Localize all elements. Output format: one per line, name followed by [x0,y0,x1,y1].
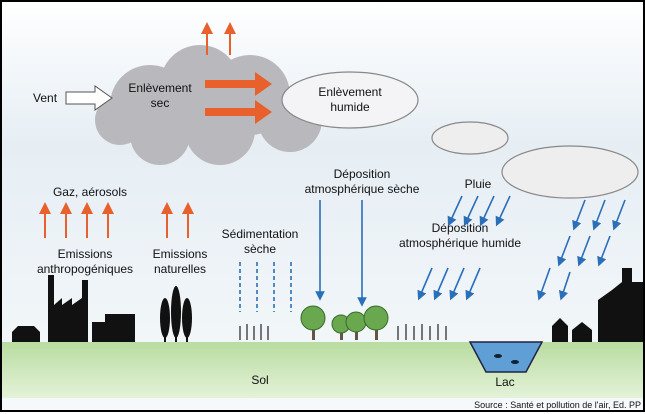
wind-arrow [65,85,113,111]
crops-part [239,324,269,340]
silhouettes [12,268,643,342]
label-line: atmosphérique humide [399,236,521,250]
label-vent: Vent [33,91,58,105]
crops [239,324,447,340]
trees-part [355,326,358,340]
label-line: Sédimentation [222,227,299,241]
trees-part [300,305,326,331]
label-line: Déposition [334,167,391,181]
arrows-blue-part-part [433,267,449,301]
arrows-blue-part-part [577,235,591,267]
silhouettes-part [160,298,170,338]
label-line: sec [151,96,170,110]
clouds-part-part [501,145,639,199]
silhouettes-part [164,336,166,342]
label-sol: Sol [251,373,268,387]
silhouettes-part [552,318,568,342]
arrows-orange-part [205,72,272,96]
trees-part [375,324,378,340]
label-line: Emissions [58,247,113,261]
label-line: naturelles [154,262,206,276]
arrows-orange-part [39,202,194,238]
arrows-blue-part [417,195,626,301]
arrows-blue-part [239,262,292,312]
clouds-part-part [185,95,255,165]
arrows-blue-part-part [495,195,511,227]
silhouettes-part [186,336,188,342]
arrows-blue-part-part [557,235,571,267]
silhouettes-part [175,336,177,342]
arrows-blue-part-part [417,267,433,301]
background-part [468,341,544,373]
label-line: anthropogéniques [37,262,133,276]
crops-part [397,324,447,340]
label-pluie: Pluie [465,177,492,191]
background-part [2,342,643,398]
silhouettes-part [12,326,40,342]
trees-part [363,305,389,331]
arrows-blue-part-part [537,267,551,301]
clouds-part [431,121,639,199]
label-sedimentation: Sédimentation sèche [222,227,299,256]
label-lac: Lac [495,375,514,389]
arrows-blue-part-part [572,199,586,231]
silhouettes-part [48,275,88,342]
trees-part [312,322,315,340]
clouds-part-part [95,95,145,145]
clouds-part-part [431,121,509,155]
arrows-orange-part [205,100,272,124]
label-line: Enlèvement [318,85,382,99]
silhouettes-part [598,268,643,342]
labels: Vent Enlèvement sec Enlèvement humide Gaz,… [33,81,641,410]
label-line: Emissions [153,247,208,261]
label-line: Enlèvement [128,81,192,95]
label-emissions-naturelles: Emissions naturelles [153,247,208,276]
clouds-part-part [281,71,419,129]
label-enlevement-humide: Enlèvement humide [318,85,382,114]
trees [300,305,389,340]
label-line: humide [330,100,370,114]
label-enlevement-sec: Enlèvement sec [128,81,192,110]
label-line: Déposition [432,221,489,235]
silhouettes-part [182,298,192,338]
arrows-orange [39,22,272,238]
silhouettes-part [572,322,592,342]
clouds-part [281,71,419,129]
label-deposition-humide: Déposition atmosphérique humide [399,221,521,250]
label-emissions-anthropo: Emissions anthropogéniques [37,247,133,276]
source-note: Source : Santé et pollution de l'air, Ed… [474,400,641,410]
arrows-blue-part-part [558,271,571,301]
label-deposition-seche: Déposition atmosphérique sèche [305,167,420,196]
trees-part [345,311,367,333]
label-gaz: Gaz, aérosols [53,185,127,199]
silhouettes-part [171,286,181,338]
arrows-blue-part-part [479,195,495,227]
background-part [511,360,519,364]
label-line: atmosphérique sèche [305,182,420,196]
arrows-blue-part-part [597,235,611,267]
arrows-blue-part-part [447,195,463,227]
arrows-blue-part-part [463,195,479,227]
arrows-blue-part-part [465,267,481,301]
background-part [494,354,502,358]
arrows-blue [239,195,626,312]
arrows-blue-part-part [592,199,606,231]
clouds [95,45,639,199]
arrows-blue-part-part [612,199,626,231]
silhouettes-part [92,314,135,342]
label-line: sèche [244,242,276,256]
arrows-blue-part-part [449,267,465,301]
